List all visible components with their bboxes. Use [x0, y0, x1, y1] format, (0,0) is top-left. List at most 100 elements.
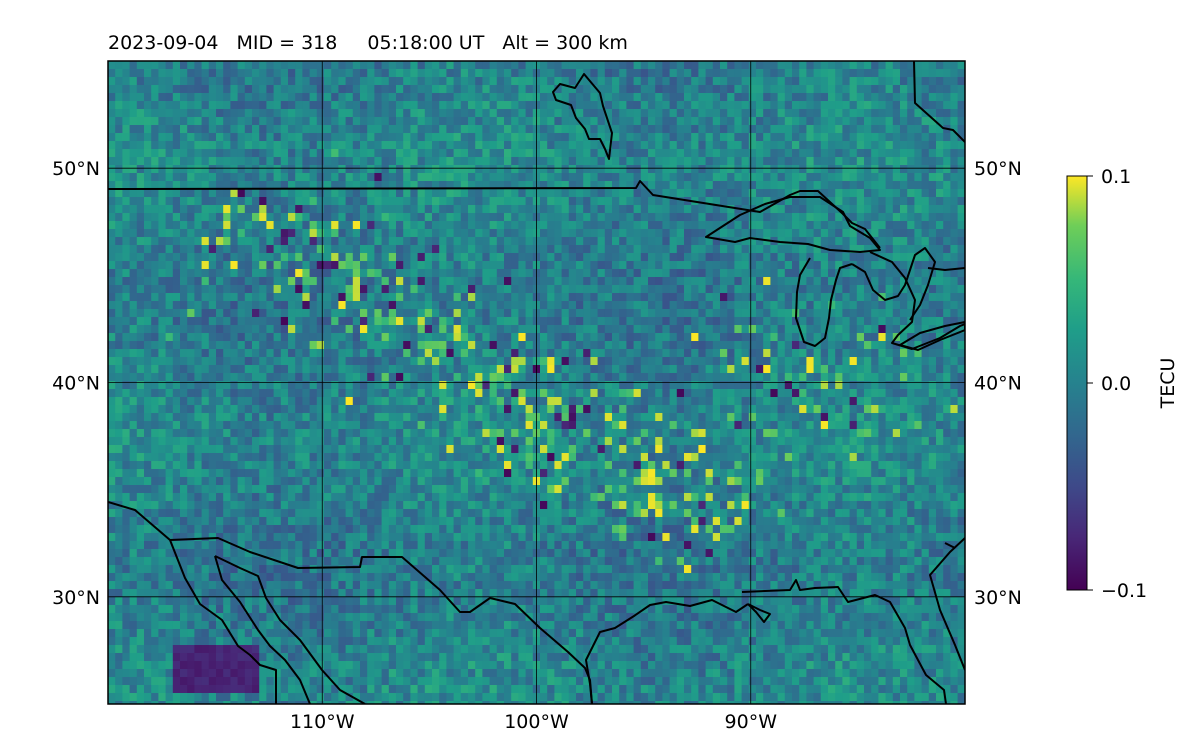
tec-cell: [943, 165, 951, 174]
tec-cell: [144, 341, 152, 350]
tec-cell: [907, 205, 915, 214]
tec-cell: [626, 109, 635, 118]
tec-cell: [576, 325, 584, 334]
tec-cell: [374, 61, 383, 70]
tec-cell: [316, 285, 325, 294]
tec-cell: [878, 141, 887, 150]
tec-cell: [583, 213, 591, 222]
tec-cell: [446, 213, 455, 222]
tec-cell: [655, 365, 663, 374]
tec-cell: [763, 309, 771, 318]
tec-cell: [338, 149, 347, 158]
tec-cell: [698, 165, 707, 174]
tec-cell: [720, 85, 728, 94]
tec-cell: [331, 245, 339, 254]
tec-cell: [424, 101, 433, 110]
tec-cell: [511, 341, 519, 350]
tec-cell: [273, 141, 282, 150]
tec-cell: [712, 381, 721, 390]
tec-cell: [748, 117, 757, 126]
tec-cell: [309, 253, 318, 262]
tec-cell: [388, 245, 397, 254]
tec-cell: [907, 165, 915, 174]
tec-cell: [849, 77, 858, 86]
tec-cell: [770, 133, 779, 142]
tec-cell: [806, 77, 815, 86]
tec-cell: [561, 245, 570, 254]
tec-cell: [136, 317, 145, 326]
tec-cell: [115, 333, 123, 342]
tec-cell: [756, 221, 764, 230]
tec-cell: [237, 149, 246, 158]
tec-cell: [338, 157, 347, 166]
tec-cell: [756, 197, 764, 206]
tec-cell: [597, 77, 606, 86]
tec-cell: [151, 357, 159, 366]
tec-cell: [633, 173, 642, 182]
tec-cell: [720, 317, 728, 326]
tec-cell: [590, 197, 599, 206]
tec-cell: [259, 333, 267, 342]
tec-cell: [864, 245, 872, 254]
tec-cell: [489, 117, 498, 126]
tec-cell: [367, 213, 375, 222]
tec-cell: [165, 149, 174, 158]
tec-cell: [835, 197, 843, 206]
tec-cell: [129, 293, 138, 302]
tec-cell: [691, 229, 699, 238]
tec-cell: [468, 389, 476, 398]
tec-cell: [799, 245, 807, 254]
tec-cell: [288, 317, 296, 326]
tec-cell: [324, 269, 332, 278]
tec-cell: [705, 269, 714, 278]
tec-cell: [684, 221, 692, 230]
tec-cell: [957, 349, 965, 358]
tec-cell: [345, 197, 354, 206]
tec-cell: [525, 333, 534, 342]
tec-cell: [208, 133, 217, 142]
tec-cell: [734, 149, 743, 158]
tec-cell: [489, 309, 498, 318]
tec-cell: [338, 349, 347, 358]
tec-cell: [180, 293, 188, 302]
tec-cell: [266, 365, 275, 374]
tec-cell: [194, 109, 203, 118]
tec-cell: [964, 357, 965, 366]
tec-cell: [288, 309, 296, 318]
tec-cell: [828, 157, 836, 166]
tec-cell: [417, 101, 426, 110]
tec-cell: [439, 285, 447, 294]
tec-cell: [496, 181, 505, 190]
tec-cell: [151, 221, 159, 230]
tec-cell: [568, 317, 577, 326]
tec-cell: [403, 245, 411, 254]
tec-cell: [396, 117, 404, 126]
tec-cell: [885, 69, 894, 78]
tec-cell: [259, 77, 267, 86]
tec-cell: [950, 261, 959, 270]
tec-cell: [777, 101, 786, 110]
tec-cell: [302, 93, 311, 102]
tec-cell: [237, 101, 246, 110]
tec-cell: [921, 341, 930, 350]
tec-cell: [158, 333, 167, 342]
tec-cell: [770, 141, 779, 150]
tec-cell: [720, 197, 728, 206]
tec-cell: [813, 85, 822, 94]
tec-cell: [950, 373, 959, 382]
tec-cell: [360, 141, 368, 150]
tec-cell: [374, 213, 383, 222]
tec-cell: [612, 301, 620, 310]
tec-cell: [316, 117, 325, 126]
tec-cell: [648, 69, 656, 78]
tec-cell: [165, 109, 174, 118]
tec-cell: [662, 101, 671, 110]
tec-cell: [108, 101, 116, 110]
tec-cell: [144, 173, 152, 182]
tec-cell: [180, 93, 188, 102]
tec-cell: [108, 165, 116, 174]
tec-cell: [914, 165, 923, 174]
tec-cell: [648, 365, 656, 374]
tec-cell: [813, 253, 822, 262]
